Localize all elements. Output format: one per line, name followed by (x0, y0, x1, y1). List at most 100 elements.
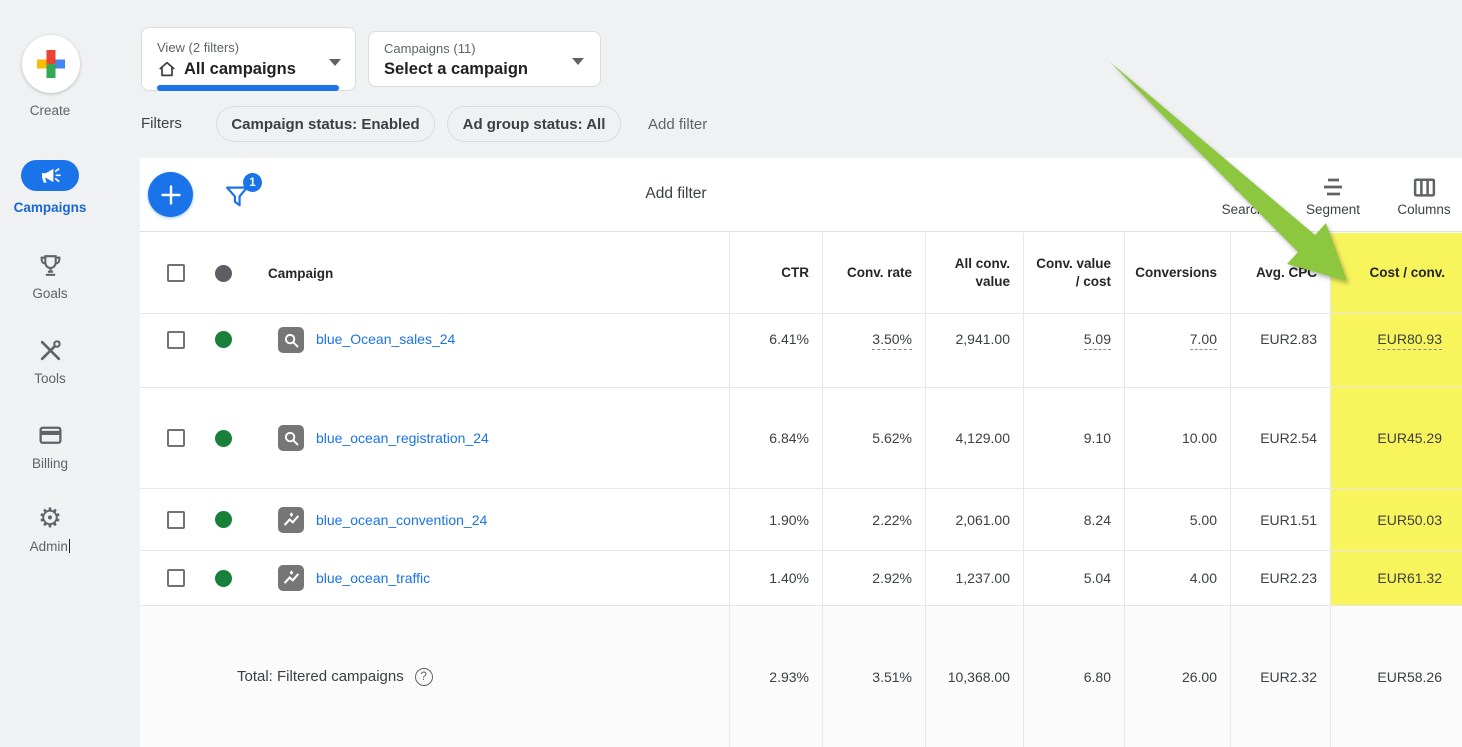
create-button[interactable] (22, 35, 80, 93)
column-header-all-conv-value[interactable]: All conv. value (925, 233, 1023, 314)
row-checkbox[interactable] (167, 331, 185, 349)
cell-conversions: 4.00 (1124, 551, 1230, 606)
row-checkbox[interactable] (167, 429, 185, 447)
cell-avg-cpc: EUR2.23 (1230, 551, 1330, 606)
gear-icon: ⚙ (37, 503, 63, 534)
sidebar-item-tools[interactable]: Tools (0, 337, 100, 386)
cell-ctr: 6.84% (729, 388, 822, 489)
columns-icon (1413, 178, 1435, 197)
column-header-campaign[interactable]: Campaign (268, 265, 334, 281)
sidebar-label-admin: Admin (0, 539, 100, 554)
status-enabled-dot[interactable] (215, 429, 232, 447)
filters-label: Filters (141, 115, 182, 132)
cell-conversions: 10.00 (1124, 388, 1230, 489)
megaphone-icon (41, 168, 61, 183)
campaign-link[interactable]: blue_ocean_registration_24 (316, 430, 489, 446)
sidebar-item-billing[interactable]: Billing (0, 422, 100, 471)
cell-all-conv-value: 1,237.00 (925, 551, 1023, 606)
sidebar-label-goals: Goals (32, 286, 68, 301)
cell-cost-conv: EUR45.29 (1330, 388, 1462, 489)
text-cursor (68, 539, 71, 553)
campaign-selector-dropdown[interactable]: Campaigns (11) Select a campaign (368, 31, 601, 87)
campaigns-active-pill (21, 160, 79, 191)
cell-all-conv-value: 2,941.00 (925, 314, 1023, 388)
performance-max-icon (278, 506, 304, 533)
sidebar-item-admin[interactable]: ⚙ Admin (0, 505, 100, 554)
cell-conversions: 5.00 (1124, 489, 1230, 551)
campaigns-table: Campaign CTR Conv. rate All conv. value … (140, 233, 1462, 747)
total-conv-rate: 3.51% (822, 606, 925, 747)
campaign-link[interactable]: blue_Ocean_sales_24 (316, 331, 456, 347)
row-checkbox[interactable] (167, 510, 185, 529)
search-campaign-icon (278, 327, 304, 353)
columns-button[interactable]: Columns (1382, 173, 1462, 217)
view-selector-dropdown[interactable]: View (2 filters) All campaigns (141, 27, 356, 91)
status-enabled-dot[interactable] (215, 331, 232, 348)
segment-icon (1324, 178, 1342, 196)
table-add-filter-button[interactable]: Add filter (645, 185, 707, 202)
cell-cost-conv[interactable]: EUR80.93 (1330, 314, 1462, 388)
plus-icon (160, 184, 181, 205)
cell-all-conv-value: 4,129.00 (925, 388, 1023, 489)
cell-conv-rate: 2.92% (822, 551, 925, 606)
campaign-link[interactable]: blue_ocean_convention_24 (316, 511, 488, 528)
cell-conversions[interactable]: 7.00 (1124, 314, 1230, 388)
segment-button[interactable]: Segment (1291, 173, 1375, 217)
sidebar-item-campaigns[interactable]: Campaigns (0, 160, 100, 215)
sidebar: Create Campaigns Goals (0, 0, 100, 747)
total-ctr: 2.93% (729, 606, 822, 747)
column-header-conversions[interactable]: Conversions (1124, 233, 1230, 314)
column-header-conv-value-cost[interactable]: Conv. value / cost (1023, 233, 1124, 314)
chevron-down-icon (572, 58, 584, 65)
cell-all-conv-value: 2,061.00 (925, 489, 1023, 551)
cell-conv-rate[interactable]: 3.50% (822, 314, 925, 388)
row-checkbox[interactable] (167, 569, 185, 587)
column-header-cost-conv[interactable]: Cost / conv. (1330, 233, 1462, 314)
cell-conv-value-cost: 5.04 (1023, 551, 1124, 606)
table-toolbar: 1 Add filter Search Segment (140, 158, 1462, 232)
segment-label: Segment (1305, 202, 1361, 217)
columns-label: Columns (1397, 202, 1451, 217)
table-row: blue_ocean_registration_24 (140, 388, 729, 489)
view-selector-value: All campaigns (184, 59, 296, 78)
table-row: blue_ocean_convention_24 (140, 489, 729, 551)
total-row-label: Total: Filtered campaigns ? (140, 606, 729, 747)
column-header-conv-rate[interactable]: Conv. rate (822, 233, 925, 314)
total-conversions: 26.00 (1124, 606, 1230, 747)
status-filter-dot[interactable] (215, 264, 232, 282)
sidebar-label-tools: Tools (34, 371, 66, 386)
help-icon[interactable]: ? (414, 667, 433, 686)
sidebar-label-billing: Billing (31, 456, 69, 471)
cell-ctr: 1.40% (729, 551, 822, 606)
total-conv-value-cost: 6.80 (1023, 606, 1124, 747)
select-all-checkbox[interactable] (167, 264, 185, 282)
filter-chip-campaign-status[interactable]: Campaign status: Enabled (216, 106, 435, 142)
credit-card-icon (38, 426, 62, 444)
status-enabled-dot[interactable] (215, 511, 232, 528)
column-header-ctr[interactable]: CTR (729, 233, 822, 314)
filter-chip-ad-group-status[interactable]: Ad group status: All (447, 106, 621, 142)
cell-avg-cpc: EUR1.51 (1230, 489, 1330, 551)
cell-ctr: 1.90% (729, 489, 822, 551)
new-campaign-button[interactable] (148, 172, 193, 217)
campaign-selector-value: Select a campaign (384, 60, 528, 78)
tools-icon (40, 340, 61, 361)
sidebar-item-goals[interactable]: Goals (0, 252, 100, 301)
cell-cost-conv: EUR61.32 (1330, 551, 1462, 606)
campaign-link[interactable]: blue_ocean_traffic (316, 570, 431, 586)
cell-avg-cpc: EUR2.54 (1230, 388, 1330, 489)
total-cost-conv: EUR58.26 (1330, 606, 1462, 747)
column-header-avg-cpc[interactable]: Avg. CPC (1230, 233, 1330, 314)
google-plus-icon (37, 50, 65, 78)
status-enabled-dot[interactable] (215, 569, 232, 587)
add-filter-link[interactable]: Add filter (648, 116, 708, 133)
cell-conv-value-cost[interactable]: 5.09 (1023, 314, 1124, 388)
search-button[interactable]: Search (1201, 173, 1285, 217)
total-avg-cpc: EUR2.32 (1230, 606, 1330, 747)
create-label: Create (29, 103, 71, 118)
chevron-down-icon (329, 59, 341, 66)
cell-avg-cpc: EUR2.83 (1230, 314, 1330, 388)
view-selector-label: View (2 filters) (157, 40, 240, 55)
active-view-indicator (157, 85, 339, 91)
trophy-icon (40, 255, 60, 276)
